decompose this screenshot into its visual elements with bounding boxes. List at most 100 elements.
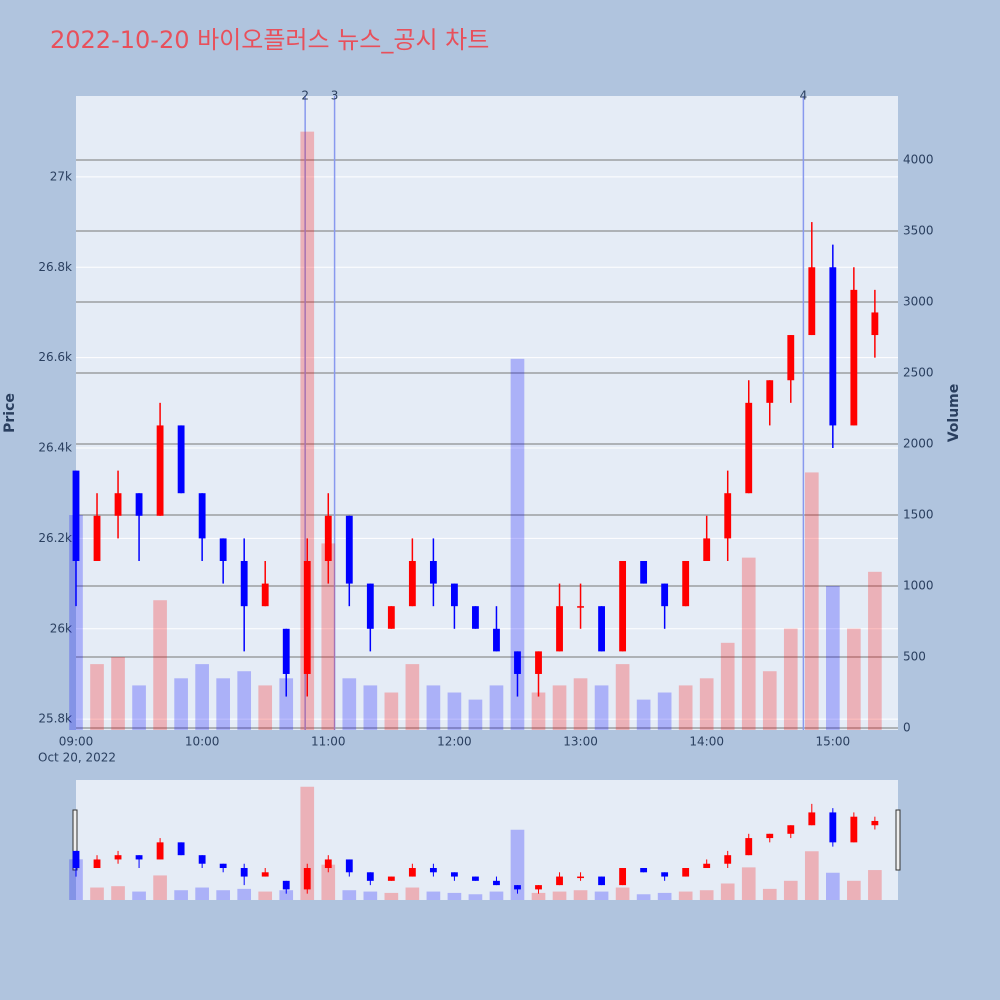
candle-body <box>514 651 521 674</box>
candle-body <box>598 606 605 652</box>
volume-bar <box>174 678 188 730</box>
x-tick-label: 09:00 <box>59 735 94 749</box>
candle-body <box>724 493 732 539</box>
volume-bar <box>847 880 861 900</box>
candle-body <box>472 606 479 629</box>
volume-bar <box>678 891 693 900</box>
candle-body <box>871 820 879 826</box>
volume-bar <box>426 685 441 730</box>
candle-body <box>598 876 605 886</box>
volume-bar <box>531 892 546 900</box>
candle-body <box>493 628 500 652</box>
volume-bar <box>573 678 588 730</box>
range-handle[interactable] <box>72 809 78 871</box>
volume-bar <box>804 472 819 730</box>
y2-tick-label: 4000 <box>903 153 934 167</box>
y-tick-label: 27k <box>50 169 72 183</box>
y2-tick-label: 3000 <box>903 295 934 309</box>
candle-body <box>724 855 732 864</box>
candle-body <box>240 560 248 607</box>
y2-axis-title: Volume <box>946 384 962 443</box>
volume-bar <box>847 628 861 730</box>
volume-bar <box>426 891 441 900</box>
volume-bar <box>594 685 609 730</box>
candle-body <box>366 583 374 629</box>
candle-body <box>829 267 837 426</box>
volume-bar <box>258 891 273 900</box>
volume-bar <box>363 685 378 730</box>
volume-bar <box>636 894 651 900</box>
y2-tick-label: 0 <box>903 721 911 735</box>
candle-body <box>303 868 311 890</box>
volume-bar <box>552 891 567 900</box>
volume-bar <box>216 890 230 900</box>
candle-body <box>135 493 143 516</box>
volume-bar <box>615 887 630 900</box>
volume-bar <box>405 887 420 900</box>
x-tick-label: 12:00 <box>437 735 472 749</box>
volume-bar <box>868 870 882 900</box>
candle-body <box>766 380 774 403</box>
range-slider[interactable] <box>76 780 898 900</box>
date-label: Oct 20, 2022 <box>38 751 116 765</box>
candle-body <box>429 868 437 873</box>
candle-body <box>366 872 374 881</box>
candle-body <box>808 812 816 826</box>
candle-body <box>429 560 437 584</box>
volume-bar <box>531 692 546 730</box>
volume-bar <box>825 586 840 730</box>
y2-tick-label: 2000 <box>903 437 934 451</box>
candle-body <box>787 335 795 381</box>
candle-body <box>472 876 479 881</box>
range-handle[interactable] <box>895 809 901 871</box>
volume-bar <box>174 890 188 900</box>
volume-bar <box>699 678 714 730</box>
candle-body <box>114 493 122 516</box>
candle-body <box>619 560 627 652</box>
candle-body <box>72 850 80 869</box>
x-tick-label: 11:00 <box>311 735 346 749</box>
y2-tick-label: 500 <box>903 650 926 664</box>
volume-bar <box>783 628 798 730</box>
volume-bar <box>153 875 167 900</box>
candle-body <box>871 312 879 336</box>
candle-body <box>156 842 164 860</box>
y2-tick-label: 1000 <box>903 579 934 593</box>
candle-body <box>703 538 711 561</box>
candle-body <box>324 859 332 869</box>
volume-bar <box>132 891 146 900</box>
candle-body <box>640 560 648 584</box>
volume-bar <box>363 891 378 900</box>
volume-bar <box>90 664 104 730</box>
candle-body <box>787 825 795 834</box>
candle-body <box>745 838 753 856</box>
volume-bar <box>384 892 399 900</box>
x-tick-label: 10:00 <box>185 735 220 749</box>
volume-bar <box>321 864 336 900</box>
candle-body <box>766 833 774 839</box>
volume-bar <box>111 657 125 730</box>
candle-body <box>324 515 332 561</box>
y2-tick-label: 2500 <box>903 366 934 380</box>
candle-body <box>114 855 122 860</box>
candle-body <box>535 651 542 674</box>
candle-body <box>177 842 185 856</box>
volume-bar <box>783 880 798 900</box>
volume-bar <box>258 685 273 730</box>
x-tick-label: 14:00 <box>689 735 724 749</box>
candle-body <box>282 628 290 674</box>
y-tick-label: 26.8k <box>38 260 72 274</box>
candle-body <box>450 583 458 607</box>
candle-body <box>577 876 584 879</box>
volume-bar <box>825 872 840 900</box>
y-axis-title: Price <box>2 393 18 433</box>
volume-bar <box>720 642 735 730</box>
volume-bar <box>279 890 294 900</box>
y-tick-label: 26k <box>50 621 72 635</box>
volume-bar <box>657 692 672 730</box>
candle-body <box>829 812 837 843</box>
candle-body <box>303 560 311 674</box>
volume-bar <box>237 671 252 730</box>
volume-bar <box>868 571 882 730</box>
volume-bar <box>489 891 504 900</box>
